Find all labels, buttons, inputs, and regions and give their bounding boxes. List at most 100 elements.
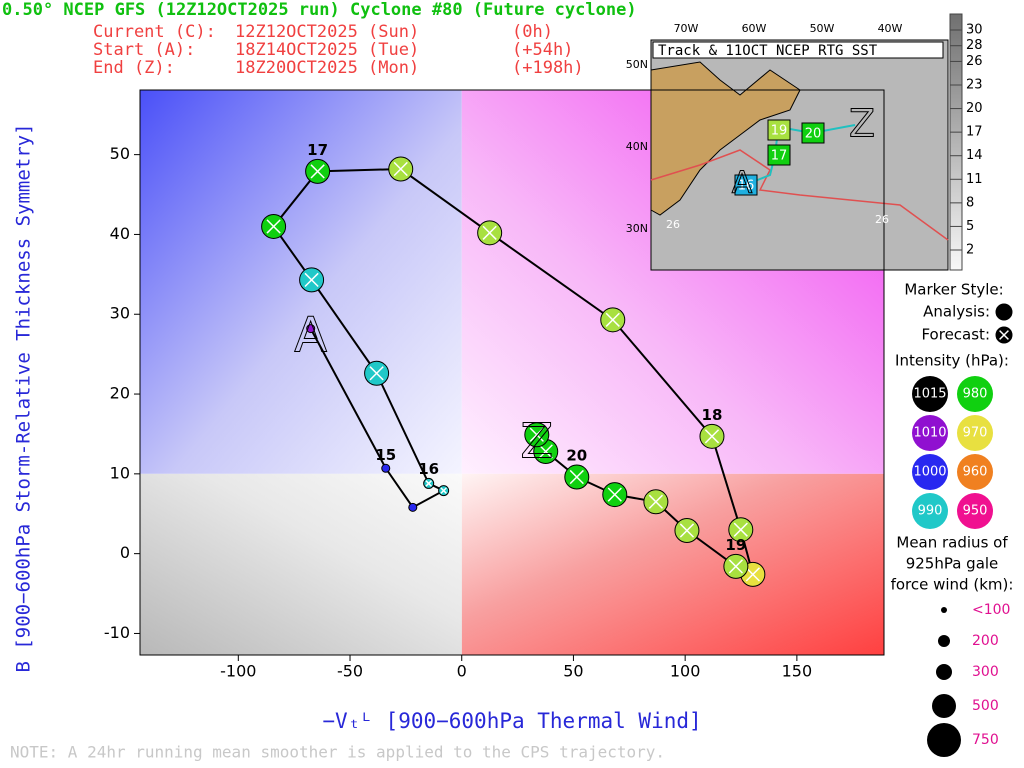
legend-marker <box>995 303 1013 321</box>
inset-a: A <box>732 166 753 201</box>
intensity-label: 1010 <box>913 426 946 441</box>
forecast-cross <box>440 487 447 494</box>
colorbar-label: 17 <box>966 125 983 140</box>
y-tick-label: 30 <box>110 304 130 323</box>
size-swatch <box>941 607 947 613</box>
intensity-swatch <box>957 493 993 529</box>
forecast-cross <box>569 469 584 485</box>
legend-text: Forecast: <box>921 326 990 344</box>
intensity-swatch <box>957 415 993 451</box>
y-axis-label: B [900−600hPa Storm-Relative Thickness S… <box>13 123 35 672</box>
size-label: <100 <box>972 602 1010 618</box>
intensity-swatch <box>957 376 993 412</box>
day-label: 16 <box>418 460 439 478</box>
track-line <box>272 167 755 577</box>
forecast-cross <box>304 272 319 288</box>
inset-lat: 40N <box>626 140 648 153</box>
inset-lon: 60W <box>742 22 767 35</box>
forecast-cross <box>393 161 408 177</box>
run-info: (+54h) <box>512 40 573 60</box>
track-point <box>381 463 391 473</box>
plot-frame <box>139 89 885 656</box>
forecast-cross <box>704 429 720 444</box>
forecast-cross <box>745 567 760 582</box>
intensity-swatch <box>957 454 993 490</box>
inset-box <box>767 119 791 141</box>
intensity-label: 1000 <box>913 465 946 480</box>
inset-box <box>767 144 791 166</box>
intensity-label: 950 <box>963 504 988 519</box>
inset-box-label: 19 <box>771 124 788 139</box>
intensity-swatch <box>912 376 948 412</box>
forecast-cross <box>999 330 1009 340</box>
inset-lon: 50W <box>810 22 835 35</box>
intensity-swatch <box>912 415 948 451</box>
colorbar-label: 5 <box>966 219 974 234</box>
legend-title: force wind (km): <box>891 576 1014 594</box>
sst-label: 26 <box>666 218 680 231</box>
sst-label: 26 <box>875 213 889 226</box>
colorbar-label: 11 <box>966 172 983 187</box>
size-swatch <box>938 635 950 647</box>
legend-title: Mean radius of <box>896 534 1008 552</box>
colorbar-label: 26 <box>966 54 983 69</box>
intensity-label: 970 <box>963 426 988 441</box>
y-tick-label: 50 <box>110 144 130 163</box>
y-tick-label: 10 <box>110 463 130 482</box>
run-info: (+198h) <box>512 58 584 78</box>
run-info: 18Z14OCT2025 (Tue) <box>235 40 419 60</box>
day-label: 18 <box>702 406 723 424</box>
run-info: Current (C): <box>93 22 216 42</box>
run-info: Start (A): <box>93 40 195 60</box>
intensity-label: 960 <box>963 465 988 480</box>
endpoint-letter: Z <box>520 414 553 470</box>
intensity-label: 1015 <box>913 387 946 402</box>
inset-lon: 70W <box>674 22 699 35</box>
x-tick-label: 150 <box>782 662 813 681</box>
forecast-cross <box>529 427 544 442</box>
inset-lat: 30N <box>626 222 648 235</box>
y-tick-label: 40 <box>110 224 130 243</box>
run-info: End (Z): <box>93 58 175 78</box>
run-info: (0h) <box>512 22 553 42</box>
day-label: 15 <box>375 446 396 464</box>
colorbar-label: 2 <box>966 243 974 258</box>
inset-box <box>734 174 758 196</box>
quadrant <box>140 473 462 655</box>
note: NOTE: A 24hr running mean smoother is ap… <box>10 743 665 762</box>
intensity-label: 980 <box>963 387 988 402</box>
colorbar-label: 30 <box>966 23 983 38</box>
chart-title: 0.50° NCEP GFS (12Z12OCT2025 run) Cyclon… <box>2 0 637 20</box>
inset-map <box>650 39 949 271</box>
track-point <box>306 324 316 334</box>
y-tick-label: 20 <box>110 384 130 403</box>
intensity-swatch <box>912 454 948 490</box>
size-label: 300 <box>972 664 999 680</box>
forecast-cross <box>605 312 620 327</box>
forecast-cross <box>425 480 432 487</box>
legend-title: Intensity (hPa): <box>895 352 1009 370</box>
forecast-cross <box>266 219 281 234</box>
forecast-cross <box>310 164 325 179</box>
inset-box-label: 17 <box>771 149 788 164</box>
x-tick-label: -50 <box>337 662 363 681</box>
intensity-label: 990 <box>918 504 943 519</box>
inset-z: Z <box>849 102 875 146</box>
inset-box-label: 20 <box>805 127 822 142</box>
legend-title: 925hPa gale <box>906 555 999 573</box>
day-label: 19 <box>725 536 746 554</box>
colorbar-label: 14 <box>966 148 983 163</box>
forecast-cross <box>538 444 553 459</box>
intensity-swatch <box>912 493 948 529</box>
forecast-cross <box>607 487 622 502</box>
sst-contour <box>650 149 949 241</box>
size-swatch <box>927 723 961 757</box>
colorbar <box>949 13 963 271</box>
x-tick-label: -100 <box>220 662 256 681</box>
forecast-cross <box>679 523 695 538</box>
colorbar-label: 23 <box>966 78 983 93</box>
day-label: 17 <box>307 141 328 159</box>
y-tick-label: 0 <box>120 543 130 562</box>
endpoint-letter: A <box>294 308 327 364</box>
size-label: 500 <box>972 698 999 714</box>
